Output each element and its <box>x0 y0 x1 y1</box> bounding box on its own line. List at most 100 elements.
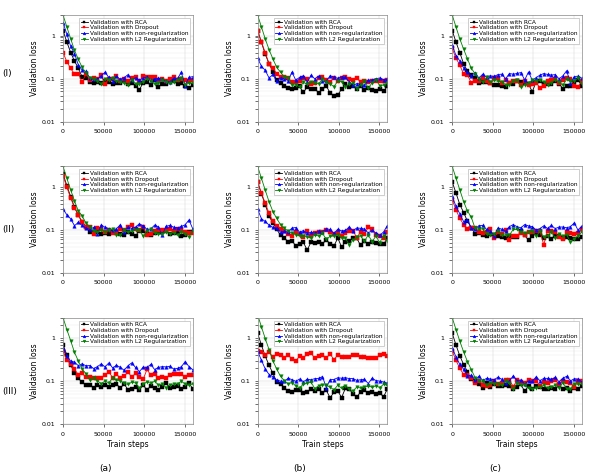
Validation with non-regularization <box>71 51 78 56</box>
Validation with L2 Regularization <box>269 358 277 364</box>
Validation with L2 Regularization <box>292 232 299 237</box>
Validation with non-regularization <box>315 228 322 234</box>
Validation with non-regularization <box>262 219 269 224</box>
Validation with L2 Regularization <box>166 81 173 86</box>
Validation with non-regularization <box>59 207 67 212</box>
Validation with non-regularization <box>342 375 349 381</box>
Validation with RCA <box>304 84 311 90</box>
Validation with L2 Regularization <box>158 382 166 387</box>
Validation with L2 Regularization <box>79 213 86 219</box>
Validation with non-regularization <box>368 375 376 381</box>
Validation with non-regularization <box>319 374 326 379</box>
Validation with Dropout <box>71 366 78 372</box>
Validation with Dropout <box>105 228 112 233</box>
Validation with L2 Regularization <box>124 82 131 88</box>
Validation with L2 Regularization <box>75 358 82 364</box>
Validation with non-regularization <box>452 354 460 360</box>
Validation with RCA <box>124 387 131 392</box>
Validation with L2 Regularization <box>277 69 284 75</box>
Validation with Dropout <box>498 81 505 86</box>
Validation with L2 Regularization <box>567 239 574 245</box>
Validation with Dropout <box>548 77 555 83</box>
Validation with RCA <box>170 231 177 237</box>
Validation with L2 Regularization <box>319 230 326 236</box>
Validation with non-regularization <box>491 233 498 239</box>
Validation with non-regularization <box>472 377 479 383</box>
Validation with RCA <box>479 385 487 391</box>
Validation with non-regularization <box>498 227 505 232</box>
Validation with non-regularization <box>315 375 322 381</box>
Validation with non-regularization <box>521 77 528 83</box>
Validation with non-regularization <box>124 363 131 369</box>
Line: Validation with L2 Regularization: Validation with L2 Regularization <box>61 13 194 87</box>
Validation with L2 Regularization <box>262 336 269 341</box>
Validation with Dropout <box>559 237 566 242</box>
Validation with Dropout <box>86 224 94 229</box>
Validation with L2 Regularization <box>128 228 136 234</box>
Validation with Dropout <box>98 227 105 232</box>
Validation with non-regularization <box>94 231 101 237</box>
Validation with RCA <box>368 389 376 394</box>
Validation with non-regularization <box>304 376 311 382</box>
Validation with L2 Regularization <box>151 378 158 384</box>
Validation with Dropout <box>498 231 505 237</box>
Validation with RCA <box>491 232 498 237</box>
Validation with Dropout <box>185 78 193 83</box>
Validation with L2 Regularization <box>548 384 555 390</box>
Validation with RCA <box>331 93 338 99</box>
Validation with Dropout <box>67 361 74 367</box>
Validation with non-regularization <box>98 361 105 367</box>
Text: (a): (a) <box>99 464 111 473</box>
Validation with Dropout <box>472 226 479 231</box>
Validation with Dropout <box>353 235 361 241</box>
Validation with RCA <box>563 234 570 240</box>
Validation with non-regularization <box>284 229 292 235</box>
Validation with L2 Regularization <box>506 380 513 386</box>
Validation with RCA <box>158 384 166 390</box>
Validation with RCA <box>498 83 505 89</box>
Validation with RCA <box>342 82 349 87</box>
Line: Validation with Dropout: Validation with Dropout <box>451 198 584 246</box>
Validation with L2 Regularization <box>289 380 296 385</box>
Validation with L2 Regularization <box>571 78 578 83</box>
Validation with Dropout <box>323 77 330 83</box>
Validation with L2 Regularization <box>170 381 177 387</box>
Validation with RCA <box>307 86 314 92</box>
Validation with non-regularization <box>349 228 356 234</box>
Validation with non-regularization <box>556 224 563 230</box>
Validation with non-regularization <box>449 193 456 199</box>
Validation with non-regularization <box>182 83 189 89</box>
Validation with Dropout <box>147 231 154 237</box>
Validation with RCA <box>136 387 143 392</box>
Validation with L2 Regularization <box>483 232 490 237</box>
Y-axis label: Validation loss: Validation loss <box>224 40 233 96</box>
Validation with non-regularization <box>307 377 314 383</box>
Validation with RCA <box>464 219 471 224</box>
Validation with L2 Regularization <box>517 383 524 388</box>
Validation with non-regularization <box>338 74 345 80</box>
Validation with non-regularization <box>86 75 94 81</box>
Validation with RCA <box>551 233 559 239</box>
Validation with non-regularization <box>63 31 70 37</box>
Validation with non-regularization <box>296 376 303 382</box>
Validation with Dropout <box>346 76 353 82</box>
Validation with RCA <box>121 232 128 237</box>
Validation with RCA <box>143 231 151 237</box>
Validation with RCA <box>136 228 143 234</box>
Validation with L2 Regularization <box>357 385 364 391</box>
Validation with RCA <box>155 229 162 235</box>
Validation with Dropout <box>357 229 364 235</box>
Validation with Dropout <box>540 83 547 89</box>
Validation with Dropout <box>311 356 319 361</box>
Validation with Dropout <box>113 230 120 236</box>
Validation with non-regularization <box>368 77 376 83</box>
Validation with L2 Regularization <box>449 12 456 18</box>
Validation with non-regularization <box>529 379 536 384</box>
Y-axis label: Validation loss: Validation loss <box>30 192 39 247</box>
Validation with L2 Regularization <box>109 375 116 381</box>
Validation with non-regularization <box>136 221 143 227</box>
Validation with Dropout <box>113 73 120 79</box>
Validation with RCA <box>384 236 391 241</box>
Validation with L2 Regularization <box>536 78 544 83</box>
Validation with L2 Regularization <box>94 229 101 235</box>
